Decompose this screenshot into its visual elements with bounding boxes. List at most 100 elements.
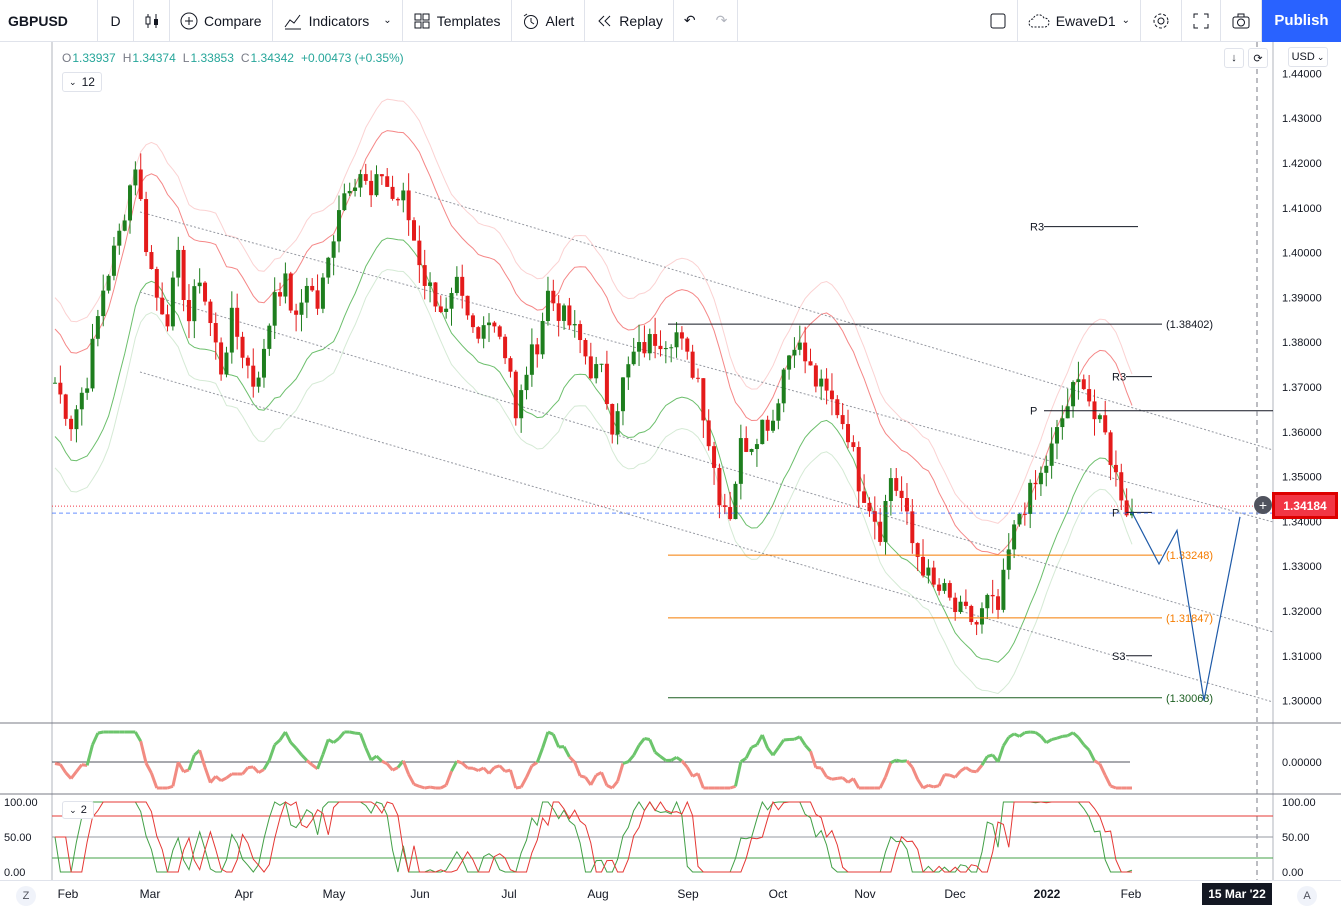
candle-body (867, 502, 872, 512)
candle-body (610, 403, 615, 435)
candle-body (294, 310, 299, 315)
band-layer (54, 98, 1133, 695)
candle-body (406, 190, 411, 221)
publish-button[interactable]: Publish (1262, 0, 1341, 42)
stoch-left-tick: 50.00 (4, 832, 32, 844)
candle-body (797, 342, 802, 350)
undo-button[interactable]: ↶ (674, 0, 706, 42)
symbol-search[interactable]: GBPUSD (0, 0, 98, 42)
osc-segment (241, 766, 250, 775)
candle-body (492, 322, 497, 327)
redo-button[interactable]: ↷ (706, 0, 739, 42)
osc-segment (804, 744, 812, 753)
auto-scale-button[interactable]: ⟳ (1248, 48, 1268, 68)
candle-body (1060, 418, 1065, 428)
fullscreen-button[interactable] (1182, 0, 1221, 42)
time-axis[interactable]: Z A Feb Mar Apr May Jun Jul Aug Sep Oct Nov Dec 202… (0, 880, 1341, 910)
candle-body (604, 363, 609, 404)
layout-select-button[interactable] (979, 0, 1018, 42)
settings-button[interactable] (1141, 0, 1182, 42)
candle-body (642, 342, 647, 354)
osc-segment (819, 767, 828, 778)
osc-segment (670, 756, 678, 762)
collapse-pane-indicators-button[interactable]: ⌄ 2 (62, 801, 94, 819)
osc-segment (1039, 735, 1048, 744)
osc-segment (176, 761, 185, 773)
osc-segment (187, 754, 196, 771)
candle-body (422, 265, 427, 286)
channel-line (139, 291, 1274, 633)
add-plus-button[interactable]: + (1254, 496, 1272, 514)
ohlc-legend: O1.33937 H1.34374 L1.33853 C1.34342 +0.0… (62, 51, 404, 65)
candle-body (996, 596, 1001, 610)
candle-body (197, 282, 202, 287)
chart-canvas[interactable]: 1.44000 1.43000 1.42000 1.41000 1.40000 1.390… (0, 42, 1341, 880)
gear-icon (1151, 11, 1171, 31)
osc-segment (167, 784, 174, 790)
osc-segment (487, 766, 496, 775)
currency-select[interactable]: USD ⌄ (1288, 47, 1328, 67)
osc-segment (589, 774, 598, 786)
osc-segment (171, 761, 180, 787)
osc-segment (637, 737, 646, 747)
candle-body (256, 377, 261, 387)
osc-segment (391, 766, 399, 772)
osc-segment (937, 773, 946, 787)
osc-segment (509, 769, 518, 789)
snapshot-button[interactable] (1221, 0, 1262, 42)
osc-segment (1062, 734, 1068, 738)
candle-body (170, 277, 175, 327)
osc-segment (418, 784, 426, 790)
interval-button[interactable]: D (98, 0, 134, 42)
osc-segment (225, 772, 233, 780)
chevron-down-icon: ⌄ (383, 15, 392, 26)
zoom-button[interactable]: Z (16, 886, 36, 906)
candle-body (90, 338, 95, 389)
candle-body (304, 285, 309, 303)
candle-body (79, 392, 84, 410)
candle-body (615, 411, 620, 435)
replay-button[interactable]: Replay (585, 0, 674, 42)
stoch-right-tick: 50.00 (1282, 832, 1310, 844)
compare-button[interactable]: Compare (170, 0, 273, 42)
osc-segment (562, 745, 571, 758)
candle-body (856, 447, 861, 492)
candle-body (738, 438, 743, 484)
osc-segment (841, 776, 849, 784)
level-label: (1.38402) (1166, 319, 1213, 331)
osc-segment (831, 776, 838, 781)
osc-segment (305, 759, 314, 767)
osc-segment (407, 773, 416, 785)
candle-body (599, 363, 604, 365)
candle-body (192, 286, 197, 322)
candle-body (808, 361, 813, 366)
scroll-down-button[interactable]: ↓ (1224, 48, 1244, 68)
candle-body (588, 356, 593, 379)
candle-body (412, 220, 416, 241)
candle-body (235, 307, 240, 337)
indicators-button[interactable]: Indicators ⌄ (273, 0, 403, 42)
osc-segment (354, 731, 361, 736)
candle-body (878, 521, 883, 542)
candle-body (663, 348, 668, 350)
pivot-label: R3 (1112, 372, 1126, 384)
price-tick-label: 1.31000 (1282, 651, 1322, 663)
osc-segment (321, 739, 330, 756)
osc-segment (809, 750, 818, 769)
candle-body (819, 378, 824, 387)
save-layout-button[interactable]: EwaveD1 ⌄ (1018, 0, 1141, 42)
candle-body (894, 478, 899, 491)
alarm-clock-icon (522, 12, 540, 30)
candle-body (342, 193, 347, 211)
osc-segment (139, 740, 148, 764)
candle-body (674, 332, 679, 348)
osc-segment (247, 765, 254, 770)
collapse-indicators-button[interactable]: ⌄ 12 (62, 72, 102, 92)
templates-button[interactable]: Templates (403, 0, 512, 42)
chart-type-button[interactable] (134, 0, 170, 42)
time-tick-label: Jun (410, 887, 430, 901)
auto-button[interactable]: A (1297, 886, 1317, 906)
candle-body (749, 449, 754, 452)
price-tick-label: 1.33000 (1282, 561, 1322, 573)
alert-button[interactable]: Alert (512, 0, 586, 42)
